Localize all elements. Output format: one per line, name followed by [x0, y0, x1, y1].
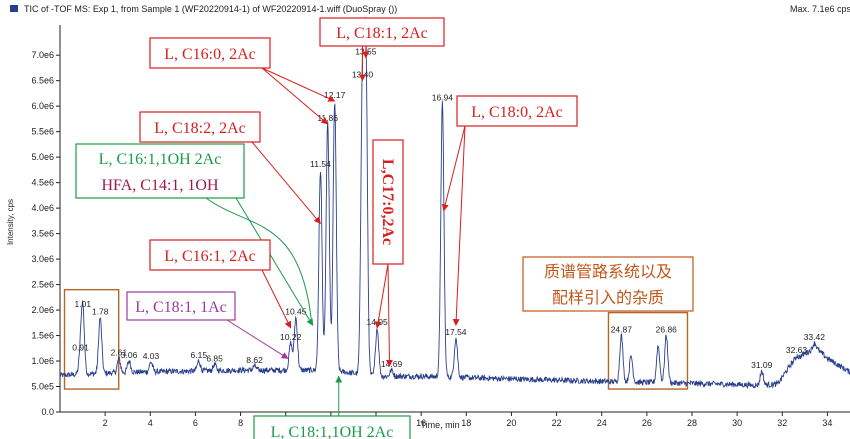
x-tick-label: 22: [552, 418, 562, 428]
x-tick-label: 2: [103, 418, 108, 428]
x-tick-label: 20: [506, 418, 516, 428]
annotation-arrow: [374, 263, 389, 329]
y-tick-label: 6.0e6: [31, 101, 54, 111]
y-tick-label: 3.5e6: [31, 229, 54, 239]
annotation-label: 配样引入的杂质: [552, 289, 664, 307]
annotation-label: L, C16:1, 2Ac: [164, 248, 256, 265]
annotation-label: HFA, C14:1, 1OH: [101, 177, 218, 194]
annotation-arrow: [385, 263, 393, 367]
y-tick-label: 5.0e6: [31, 152, 54, 162]
annotation-box: [319, 17, 445, 47]
chart-title: TIC of -TOF MS: Exp 1, from Sample 1 (WF…: [24, 4, 397, 14]
x-tick-label: 16: [416, 418, 426, 428]
annotation-label: L, C18:2, 2Ac: [154, 120, 246, 137]
peak-label: 1.78: [92, 307, 109, 317]
annotation-arrow: [441, 125, 466, 212]
peak-label: 2.61: [111, 347, 128, 357]
peak-label: 6.85: [206, 354, 223, 364]
peak-label: 24.87: [611, 325, 633, 335]
peak-label: 10.22: [280, 332, 302, 342]
x-tick-label: 4: [148, 418, 153, 428]
annotation-label: L, C18:1,1OH 2Ac: [271, 424, 394, 439]
x-tick-label: 34: [822, 418, 832, 428]
y-tick-label: 4.5e6: [31, 178, 54, 188]
peak-label: 11.54: [310, 159, 331, 169]
annotation-label: L, C16:1,1OH 2Ac: [99, 151, 222, 168]
peak-label: 32.63: [786, 345, 808, 355]
annotation-arrow: [261, 67, 329, 125]
annotation-arrow: [226, 319, 289, 359]
tic-series-line: [59, 16, 850, 389]
annotation-box: [139, 111, 261, 143]
header-color-swatch: [10, 5, 18, 12]
annotation-box: [126, 291, 236, 321]
annotation-box: [456, 95, 578, 127]
annotations: L, C16:0, 2Ac L, C18:1, 2Ac L, C18:2, 2Ac L…: [75, 17, 694, 439]
peak-label: 6.15: [191, 350, 208, 360]
max-intensity-label: Max. 7.1e6 cps.: [790, 4, 850, 14]
annotation-box: [372, 139, 404, 265]
annotation-arrows: [205, 46, 466, 416]
annotation-arrow: [261, 269, 292, 329]
peak-label: 26.86: [656, 325, 678, 335]
annotation-box: [75, 143, 245, 199]
y-tick-label: 0.0: [41, 407, 54, 417]
y-tick-label: 6.5e6: [31, 76, 54, 86]
impurity-highlight-box: [63, 288, 120, 390]
peak-label: 3.06: [121, 350, 138, 360]
tic-trace-layer: [59, 16, 850, 389]
y-tick-label: 5.0e5: [31, 382, 54, 392]
y-tick-label: 4.0e6: [31, 203, 54, 213]
highlight-boxes: [63, 288, 689, 390]
x-tick-label: 32: [777, 418, 787, 428]
peak-label: 1.01: [75, 299, 92, 309]
axes: 0.0 5.0e5 1.0e6 1.5e6 2.0e6 2.5e6 3.0e6 3.5e6 4.…: [31, 25, 850, 428]
annotation-label: L, C18:1, 2Ac: [336, 25, 428, 42]
y-tick-label: 3.0e6: [31, 254, 54, 264]
y-tick-label: 2.0e6: [31, 305, 54, 315]
peak-label: 12.17: [324, 90, 346, 100]
y-axis-label: Intensity, cps: [6, 199, 15, 245]
peak-label: 4.03: [143, 351, 160, 361]
x-tick-label: 26: [642, 418, 652, 428]
peak-label: 17.54: [445, 327, 467, 337]
peak-label: 0.91: [72, 342, 89, 352]
annotation-label: 质谱管路系统以及: [544, 263, 672, 281]
x-tick-label: 28: [687, 418, 697, 428]
peak-label: 16.94: [432, 93, 454, 103]
y-tick-label: 1.0e6: [31, 356, 54, 366]
peak-label: 14.69: [381, 359, 403, 369]
x-tick-label: 18: [461, 418, 471, 428]
impurity-highlight-box: [607, 311, 689, 390]
annotation-arrow: [251, 141, 321, 224]
x-axis-label: Time, min: [420, 420, 459, 430]
annotation-label: L, C16:0, 2Ac: [164, 46, 256, 63]
peak-label: 10.45: [285, 307, 307, 317]
x-tick-label: 6: [193, 418, 198, 428]
annotation-box: [149, 37, 271, 69]
annotation-box: [253, 415, 411, 439]
annotation-box: [149, 239, 271, 271]
peak-label: 8.62: [246, 355, 263, 365]
annotation-arrow: [235, 197, 314, 326]
peak-label: 31.09: [751, 360, 773, 370]
peak-label: 33.42: [804, 332, 826, 342]
annotation-arrow: [452, 125, 466, 327]
y-tick-label: 1.5e6: [31, 331, 54, 341]
peak-labels: 0.91 1.011.78 2.613.06 4.03 6.15 6.85 8.62 10.2…: [72, 47, 825, 370]
y-tick-label: 7.0e6: [31, 50, 54, 60]
annotation-box: [522, 256, 694, 312]
x-tick-label: 24: [597, 418, 607, 428]
green-connector-curve: [205, 197, 313, 323]
annotation-arrow: [261, 67, 336, 102]
annotation-label: L, C18:1, 1Ac: [135, 299, 227, 316]
x-tick-label: 8: [238, 418, 243, 428]
annotation-label: L,C17:0,2Ac: [379, 159, 396, 245]
y-tick-label: 5.5e6: [31, 127, 54, 137]
x-tick-label: 30: [732, 418, 742, 428]
y-tick-label: 2.5e6: [31, 280, 54, 290]
annotation-label: L, C18:0, 2Ac: [471, 104, 563, 121]
